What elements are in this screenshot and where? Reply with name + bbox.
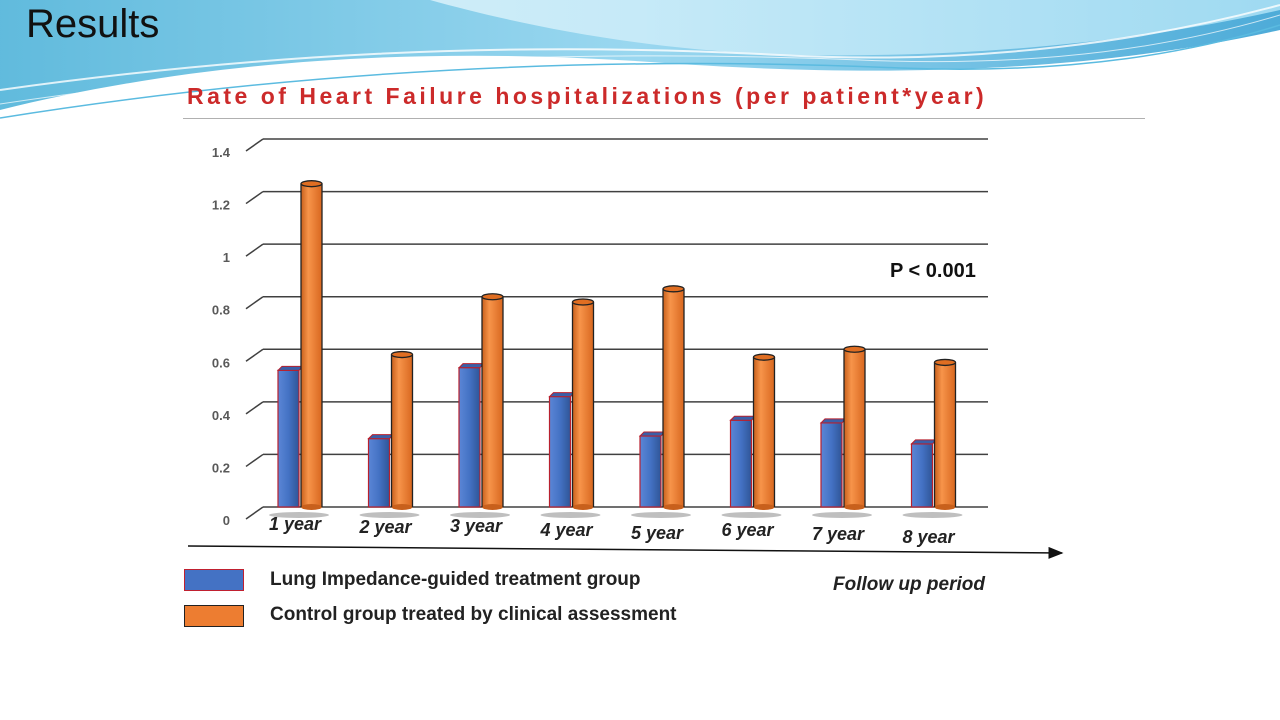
bar-impedance [367, 434, 395, 508]
gridline-depth [245, 348, 264, 362]
x-axis-arrow [187, 545, 1064, 559]
chart-title: Rate of Heart Failure hospitalizations (… [187, 83, 988, 109]
x-tick-label: 3 year [450, 516, 503, 536]
slide-title: Results [26, 2, 160, 46]
x-tick-label: 5 year [631, 523, 684, 543]
x-tick-label: 8 year [902, 527, 955, 547]
y-tick-label: 0.4 [212, 408, 231, 423]
y-tick-label: 1.4 [212, 145, 231, 160]
bar-impedance [819, 418, 848, 508]
bar-shadow [359, 512, 420, 518]
bar-control [300, 180, 323, 510]
bar-impedance [457, 363, 486, 508]
x-tick-label: 4 year [539, 520, 593, 540]
bar-shadow [269, 512, 329, 518]
bar-control [390, 350, 414, 510]
gridline-depth [245, 243, 264, 257]
bar-impedance [276, 365, 305, 508]
bar-control [933, 358, 957, 510]
bar-shadow [902, 512, 963, 518]
legend-swatch-impedance [184, 569, 244, 591]
bar-shadow [450, 512, 510, 518]
y-tick-label: 0.2 [212, 460, 230, 475]
bar-control [843, 345, 866, 510]
gridline-depth [245, 296, 264, 310]
bar-control [752, 353, 776, 510]
gridline-depth [245, 138, 264, 152]
bar-impedance [910, 439, 938, 508]
bar-shadow [812, 512, 872, 518]
title-divider [183, 118, 1145, 119]
p-value-annotation: P < 0.001 [890, 260, 976, 282]
gridline-depth [245, 453, 264, 468]
x-tick-label: 2 year [358, 517, 412, 537]
bar-impedance [638, 431, 667, 508]
x-tick-labels: 1 year 2 year 3 year 4 year 5 year 6 year 7 ye… [269, 514, 956, 547]
bar-control [571, 298, 595, 510]
y-tick-label: 0.6 [212, 355, 230, 370]
grid-layer [245, 138, 988, 520]
bar-shadow [631, 512, 691, 518]
y-tick-label: 1 [223, 250, 230, 265]
x-tick-label: 6 year [721, 520, 774, 540]
header-wave-banner [0, 0, 1280, 119]
gridline-depth [245, 401, 264, 415]
bar-control [481, 293, 504, 510]
gridline-depth [245, 506, 264, 520]
legend-label-impedance: Lung Impedance-guided treatment group [270, 569, 641, 590]
x-axis-label: Follow up period [833, 574, 985, 595]
y-tick-label: 0.8 [212, 303, 230, 318]
gridline-depth [245, 190, 264, 205]
y-tick-labels: 0 0.2 0.4 0.6 0.8 1 1.2 1.4 [212, 145, 231, 528]
bar-impedance [729, 415, 757, 508]
y-tick-label: 0 [223, 513, 230, 528]
bar-control [662, 285, 685, 510]
legend-label-control: Control group treated by clinical assess… [270, 604, 677, 625]
bar-shadow [721, 512, 782, 518]
bar-shadow [540, 512, 601, 518]
x-tick-label: 7 year [812, 524, 865, 544]
x-tick-label: 1 year [269, 514, 322, 534]
legend-swatch-control [184, 605, 244, 627]
y-tick-label: 1.2 [212, 198, 230, 213]
bars-layer [269, 180, 963, 518]
bar-impedance [548, 392, 576, 508]
